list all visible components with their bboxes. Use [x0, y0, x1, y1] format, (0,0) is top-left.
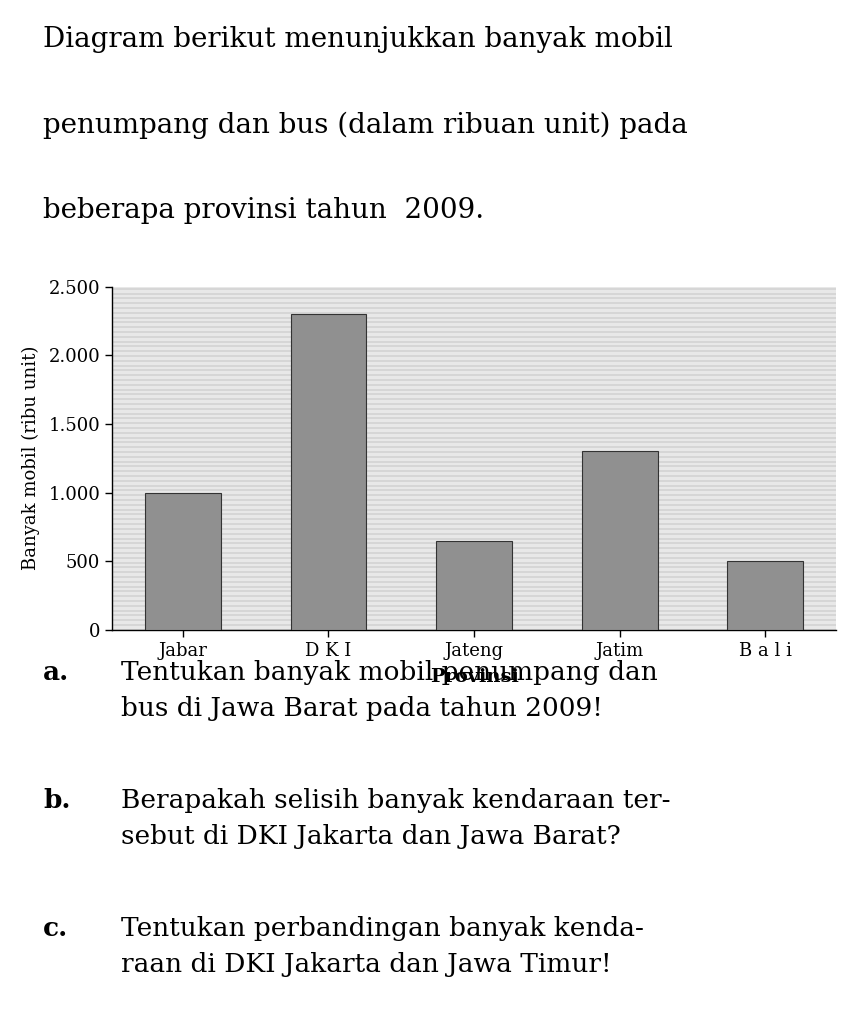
Bar: [727, 561, 802, 630]
Bar: [436, 541, 511, 630]
Text: b.: b.: [43, 788, 71, 813]
Text: penumpang dan bus (dalam ribuan unit) pada: penumpang dan bus (dalam ribuan unit) pa…: [43, 112, 687, 138]
Text: Tentukan banyak mobil penumpang dan
bus di Jawa Barat pada tahun 2009!: Tentukan banyak mobil penumpang dan bus …: [121, 660, 657, 722]
Y-axis label: Banyak mobil (ribu unit): Banyak mobil (ribu unit): [22, 346, 40, 570]
Text: c.: c.: [43, 916, 68, 941]
Text: beberapa provinsi tahun  2009.: beberapa provinsi tahun 2009.: [43, 197, 484, 224]
Text: Diagram berikut menunjukkan banyak mobil: Diagram berikut menunjukkan banyak mobil: [43, 26, 672, 52]
Text: a.: a.: [43, 660, 69, 685]
Text: Berapakah selisih banyak kendaraan ter-
sebut di DKI Jakarta dan Jawa Barat?: Berapakah selisih banyak kendaraan ter- …: [121, 788, 669, 850]
Bar: [290, 314, 366, 630]
Bar: [581, 452, 657, 630]
Bar: [145, 493, 220, 630]
X-axis label: Provinsi: Provinsi: [429, 668, 518, 686]
Text: Tentukan perbandingan banyak kenda-
raan di DKI Jakarta dan Jawa Timur!: Tentukan perbandingan banyak kenda- raan…: [121, 916, 643, 978]
